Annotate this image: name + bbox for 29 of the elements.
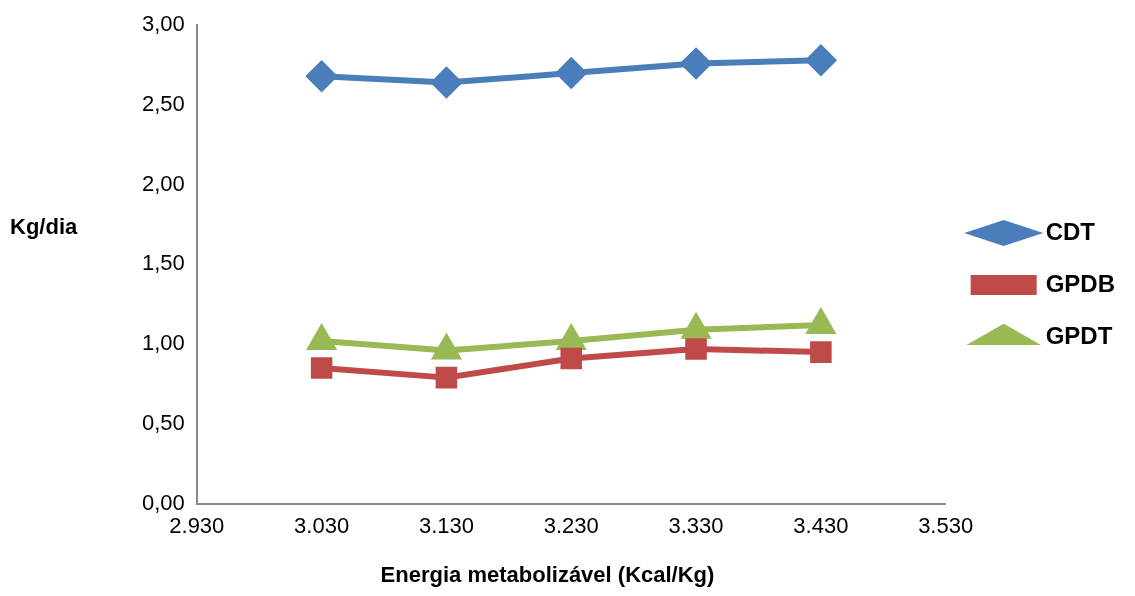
point	[310, 357, 333, 379]
legend-label: GPDT	[1045, 321, 1113, 349]
point	[435, 366, 458, 389]
y-tick-label: 3,00	[141, 11, 185, 37]
x-tick-label: 3.230	[543, 512, 599, 538]
x-tick-label: 3.530	[918, 512, 974, 538]
point	[810, 341, 832, 363]
point	[431, 67, 462, 98]
point	[685, 338, 707, 360]
point	[681, 48, 712, 79]
point	[560, 347, 583, 370]
y-tick-label: 0,00	[141, 489, 185, 515]
y-tick-label: 1,50	[141, 250, 185, 276]
x-tick-label: 3.130	[418, 512, 474, 538]
x-tick-label: 3.430	[793, 512, 849, 538]
point	[805, 45, 836, 76]
x-tick-label: 3.030	[294, 512, 350, 538]
legend-label: CDT	[1045, 217, 1096, 245]
point	[306, 61, 337, 92]
y-tick-label: 2,50	[141, 91, 185, 116]
y-tick-label: 2,00	[141, 170, 185, 196]
point	[556, 58, 587, 89]
y-tick-label: 1,00	[141, 330, 185, 356]
x-axis-title: Energia metabolizável (Kcal/Kg)	[379, 562, 716, 588]
x-tick-label: 2.930	[169, 512, 225, 538]
y-tick-label: 0,50	[141, 409, 185, 435]
x-tick-label: 3.330	[668, 512, 724, 538]
y-axis-title: Kg/dia	[10, 214, 78, 240]
legend-label: GPDB	[1045, 269, 1115, 297]
